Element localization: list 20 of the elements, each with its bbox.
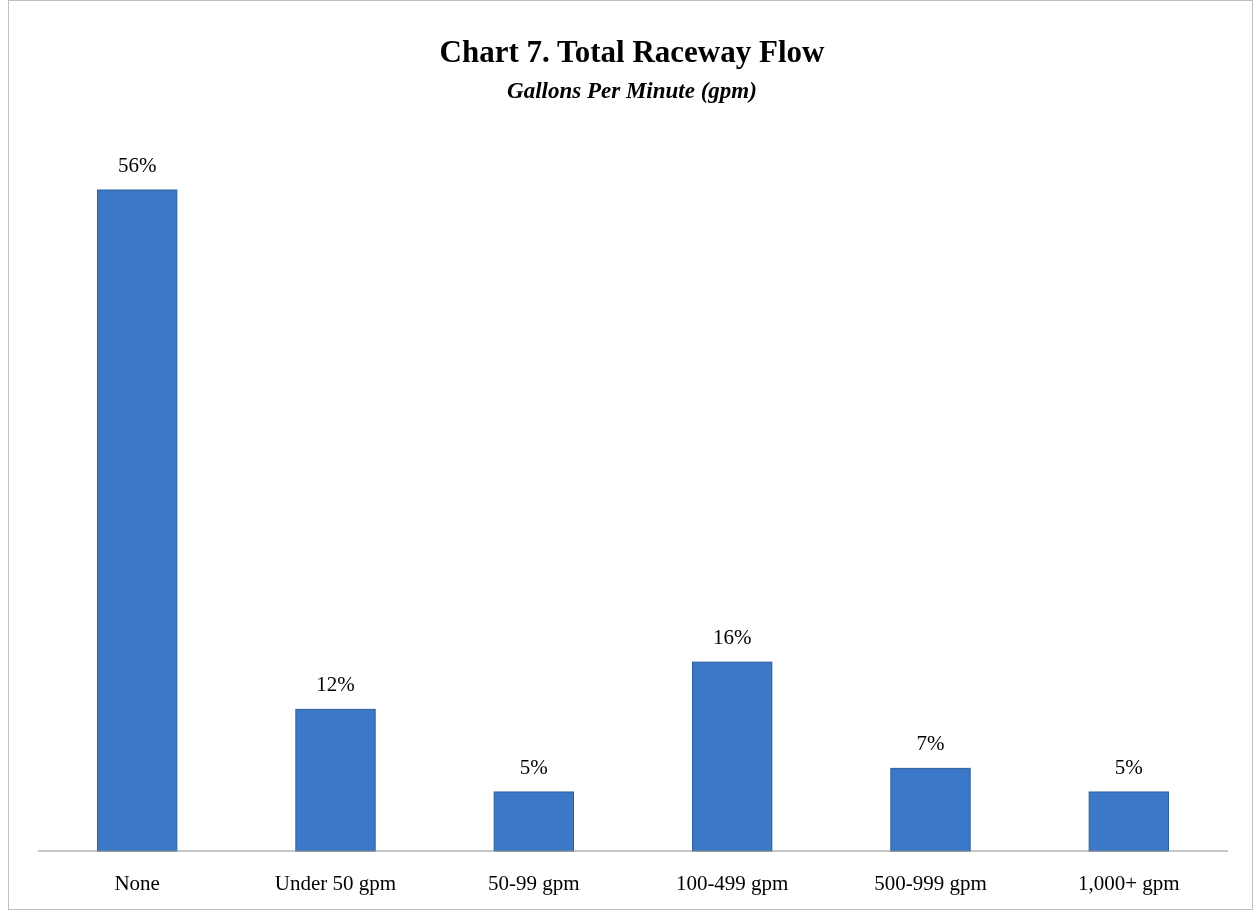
bar bbox=[692, 661, 773, 852]
chart-title: Chart 7. Total Raceway Flow bbox=[439, 34, 826, 69]
data-label: 5% bbox=[519, 754, 548, 779]
data-label: 12% bbox=[316, 672, 355, 697]
x-tick-label: Under 50 gpm bbox=[274, 871, 397, 895]
data-label: 5% bbox=[1114, 754, 1143, 779]
bar bbox=[1088, 791, 1169, 852]
x-tick-label: 50-99 gpm bbox=[488, 871, 580, 895]
x-tick-label: 1,000+ gpm bbox=[1077, 871, 1180, 895]
bar bbox=[97, 189, 178, 852]
chart-subtitle: Gallons Per Minute (gpm) bbox=[507, 78, 757, 103]
bar bbox=[890, 767, 971, 852]
data-label: 16% bbox=[712, 625, 752, 650]
bar bbox=[295, 708, 376, 852]
bar bbox=[493, 791, 574, 852]
x-tick-label: 500-999 gpm bbox=[874, 871, 987, 895]
x-tick-label: None bbox=[114, 871, 160, 895]
x-tick-label: 100-499 gpm bbox=[675, 871, 789, 895]
data-label: 56% bbox=[117, 153, 157, 177]
data-label: 7% bbox=[916, 731, 945, 756]
